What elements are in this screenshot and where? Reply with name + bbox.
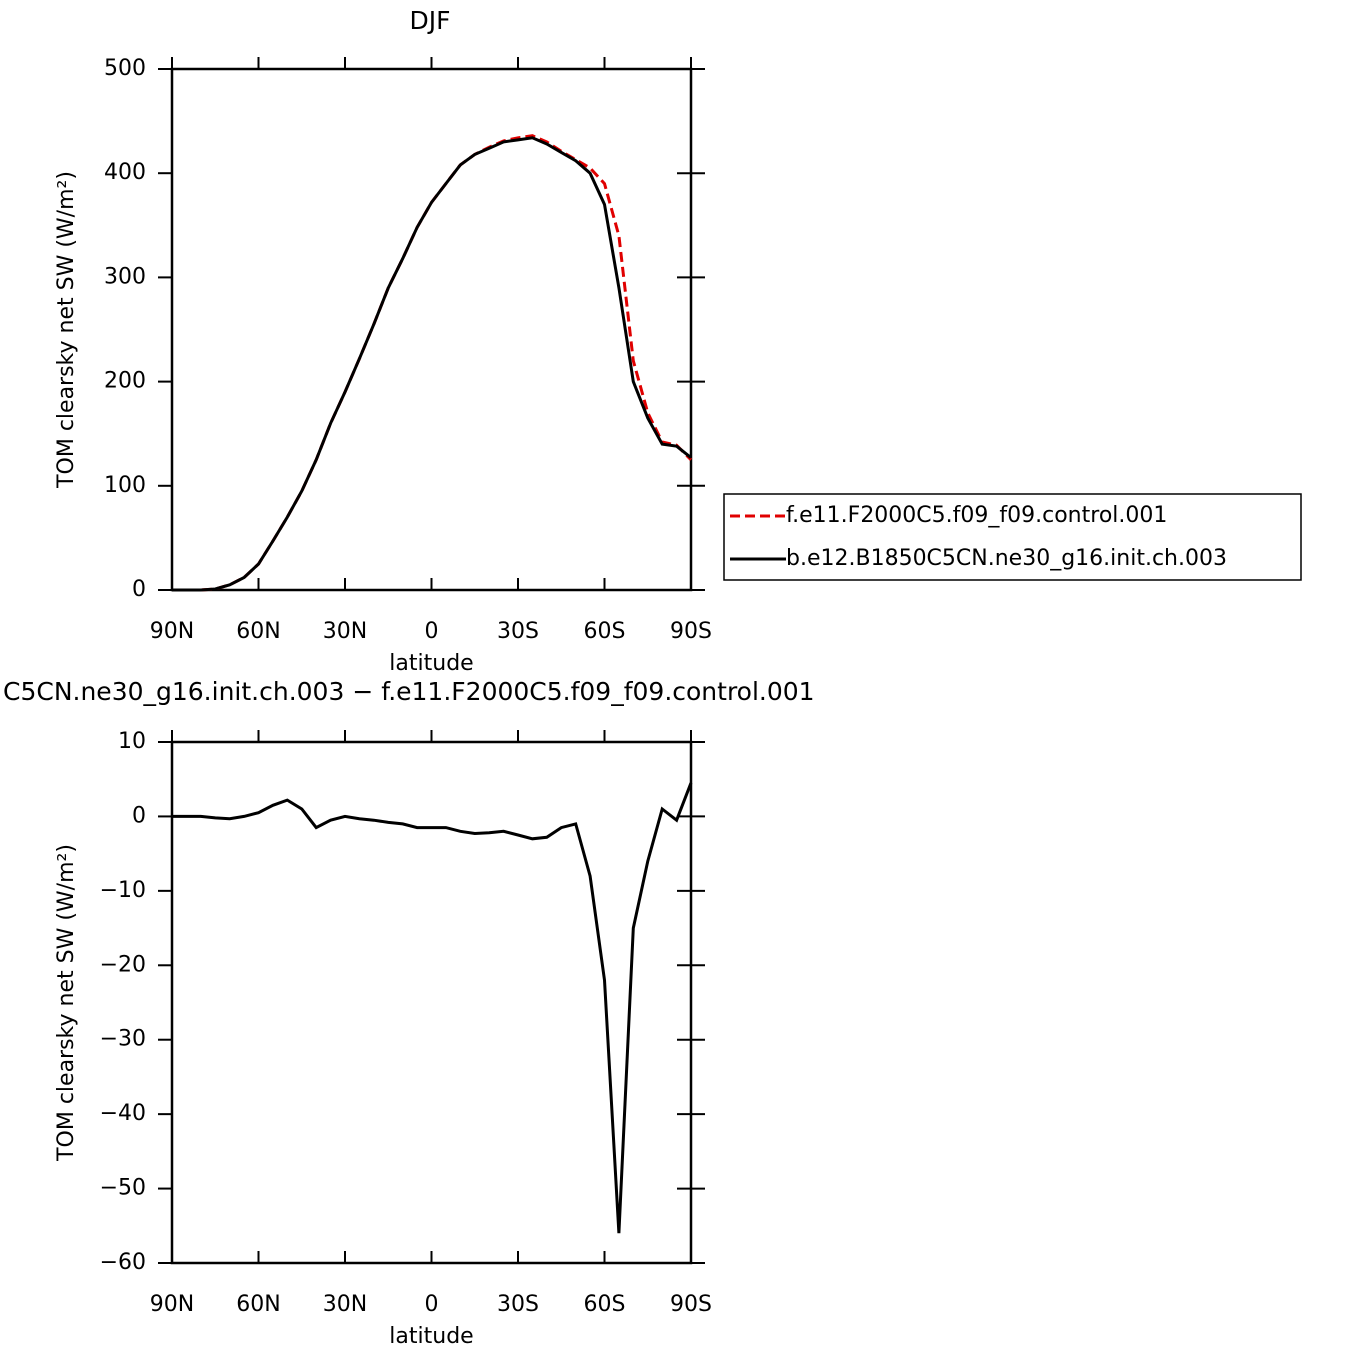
x-axis-label: latitude	[389, 1324, 473, 1349]
x-tick-label: 0	[425, 1292, 439, 1317]
y-tick-label: 0	[132, 577, 146, 602]
y-tick-label: 500	[104, 56, 146, 81]
plot-frame	[170, 740, 693, 1265]
x-tick-label: 60N	[236, 1292, 280, 1317]
y-tick-label: −40	[100, 1101, 146, 1126]
x-tick-label: 30N	[323, 619, 367, 644]
x-tick-label: 30N	[323, 1292, 367, 1317]
y-tick-label: 300	[104, 264, 146, 289]
y-tick-label: −20	[100, 952, 146, 977]
y-tick-label: −50	[100, 1176, 146, 1201]
x-tick-label: 90N	[150, 1292, 194, 1317]
y-tick-label: −60	[100, 1250, 146, 1275]
chart-title: C5CN.ne30_g16.init.ch.003 − f.e11.F2000C…	[3, 677, 815, 706]
data-line	[172, 782, 693, 1234]
y-tick-label: 200	[104, 369, 146, 394]
y-tick-label: 0	[132, 803, 146, 828]
y-axis-label: TOM clearsky net SW (W/m²)	[54, 844, 79, 1162]
data-line	[172, 136, 692, 592]
y-axis-label: TOM clearsky net SW (W/m²)	[54, 171, 79, 489]
x-tick-label: 60S	[584, 619, 626, 644]
legend-label: f.e11.F2000C5.f09_f09.control.001	[786, 503, 1167, 528]
x-tick-label: 90N	[150, 619, 194, 644]
y-tick-label: −30	[100, 1027, 146, 1052]
y-tick-label: 400	[104, 160, 146, 185]
x-tick-label: 30S	[497, 619, 539, 644]
y-tick-label: 100	[104, 473, 146, 498]
x-tick-label: 60N	[236, 619, 280, 644]
plot-frame	[170, 67, 693, 592]
legend-label: b.e12.B1850C5CN.ne30_g16.init.ch.003	[786, 546, 1227, 571]
x-tick-label: 30S	[497, 1292, 539, 1317]
y-tick-label: 10	[118, 729, 146, 754]
x-axis-label: latitude	[389, 651, 473, 676]
x-tick-label: 90S	[670, 1292, 712, 1317]
legend-box	[723, 493, 1302, 581]
y-tick-label: −10	[100, 878, 146, 903]
chart-title: DJF	[409, 6, 450, 35]
x-tick-label: 0	[425, 619, 439, 644]
x-tick-label: 90S	[670, 619, 712, 644]
x-tick-label: 60S	[584, 1292, 626, 1317]
